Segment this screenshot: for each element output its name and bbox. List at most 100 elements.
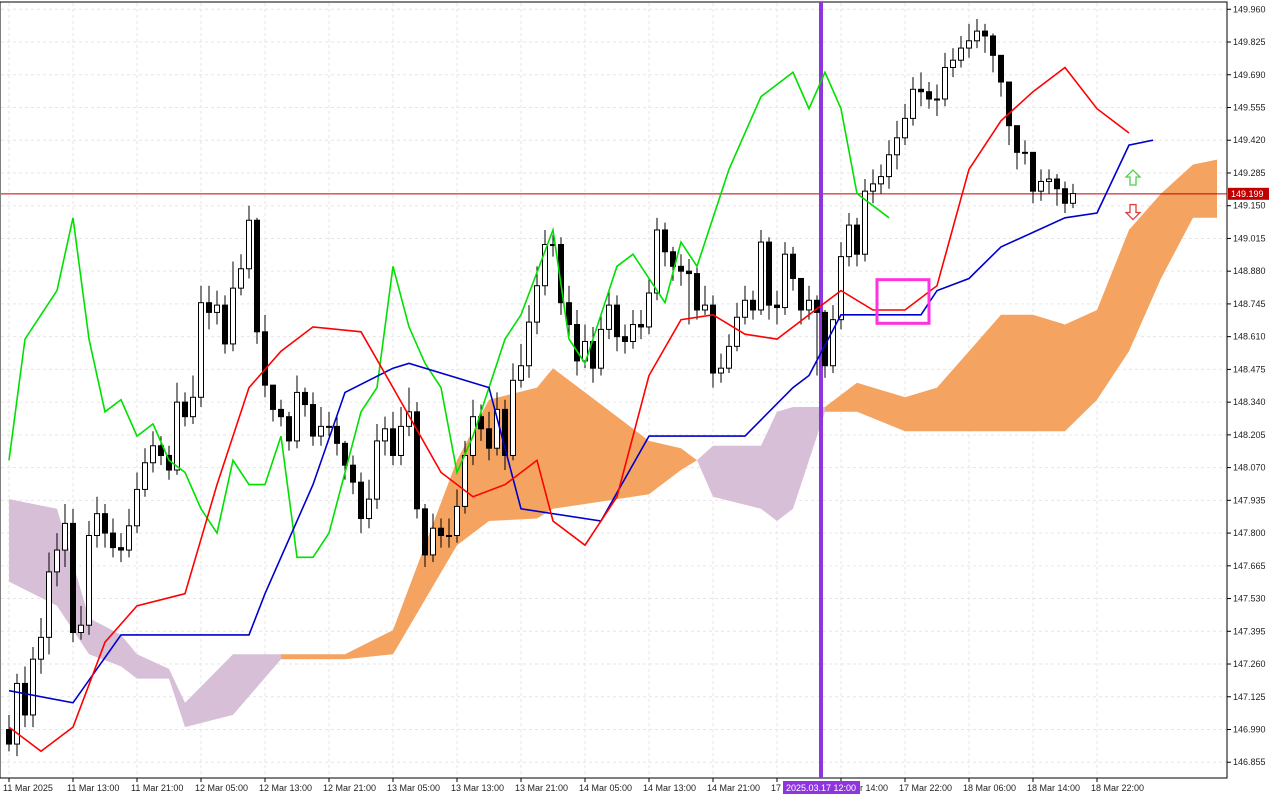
candle[interactable]	[902, 103, 908, 146]
candle[interactable]	[318, 406, 324, 446]
candle[interactable]	[86, 520, 92, 635]
candle[interactable]	[622, 324, 628, 354]
candle[interactable]	[286, 411, 292, 451]
candle[interactable]	[574, 309, 580, 376]
candle[interactable]	[102, 503, 108, 548]
candle[interactable]	[662, 222, 668, 267]
candle[interactable]	[510, 363, 516, 461]
candle[interactable]	[246, 205, 252, 279]
candle[interactable]	[910, 77, 916, 126]
candle[interactable]	[14, 673, 20, 757]
candle[interactable]	[702, 285, 708, 315]
candle[interactable]	[190, 375, 196, 424]
candle[interactable]	[150, 431, 156, 473]
candle[interactable]	[38, 617, 44, 674]
candle[interactable]	[134, 472, 140, 534]
candle[interactable]	[30, 647, 36, 728]
candle[interactable]	[350, 455, 356, 495]
candle[interactable]	[638, 309, 644, 340]
candle[interactable]	[710, 295, 716, 388]
candle[interactable]	[990, 33, 996, 73]
candle[interactable]	[846, 212, 852, 267]
candle[interactable]	[1046, 169, 1052, 194]
candle[interactable]	[854, 217, 860, 267]
candle[interactable]	[374, 423, 380, 509]
candle[interactable]	[238, 254, 244, 296]
candle[interactable]	[1054, 174, 1060, 206]
candle[interactable]	[966, 23, 972, 58]
candle[interactable]	[646, 278, 652, 335]
candle[interactable]	[230, 261, 236, 352]
candle[interactable]	[366, 479, 372, 529]
candle[interactable]	[918, 72, 924, 107]
candle[interactable]	[94, 496, 100, 548]
candle[interactable]	[782, 242, 788, 315]
candle[interactable]	[974, 18, 980, 49]
candle[interactable]	[214, 290, 220, 325]
candle[interactable]	[718, 353, 724, 383]
candle[interactable]	[302, 387, 308, 417]
candle[interactable]	[486, 411, 492, 461]
candle[interactable]	[502, 399, 508, 471]
candle[interactable]	[1022, 140, 1028, 165]
candle[interactable]	[542, 229, 548, 296]
candle[interactable]	[446, 518, 452, 548]
candle[interactable]	[270, 384, 276, 422]
candle[interactable]	[454, 489, 460, 543]
candle[interactable]	[1014, 125, 1020, 170]
candle[interactable]	[678, 254, 684, 286]
candle[interactable]	[198, 285, 204, 407]
candle[interactable]	[126, 508, 132, 558]
candle[interactable]	[110, 518, 116, 558]
candle[interactable]	[694, 266, 700, 320]
candle[interactable]	[934, 84, 940, 116]
candle[interactable]	[654, 217, 660, 301]
candle[interactable]	[262, 314, 268, 398]
candle[interactable]	[598, 314, 604, 376]
candle[interactable]	[982, 23, 988, 53]
candle[interactable]	[790, 246, 796, 291]
candle[interactable]	[942, 52, 948, 107]
candle[interactable]	[326, 411, 332, 437]
candle[interactable]	[70, 508, 76, 643]
candle[interactable]	[174, 382, 180, 475]
candle[interactable]	[558, 237, 564, 315]
candle[interactable]	[686, 259, 692, 325]
candle[interactable]	[1070, 183, 1076, 209]
candle[interactable]	[606, 290, 612, 340]
candle[interactable]	[254, 217, 260, 344]
candle[interactable]	[862, 179, 868, 262]
candle[interactable]	[886, 140, 892, 189]
candle[interactable]	[742, 285, 748, 325]
candle[interactable]	[774, 290, 780, 325]
candle[interactable]	[422, 503, 428, 568]
candle[interactable]	[78, 605, 84, 640]
candle[interactable]	[382, 416, 388, 456]
candle[interactable]	[414, 402, 420, 519]
candle[interactable]	[878, 164, 884, 194]
candle[interactable]	[566, 285, 572, 340]
candle[interactable]	[1030, 151, 1036, 204]
candle[interactable]	[430, 513, 436, 563]
candle[interactable]	[750, 290, 756, 320]
candle[interactable]	[54, 533, 60, 587]
candle[interactable]	[46, 552, 52, 655]
candle[interactable]	[22, 666, 28, 728]
candle[interactable]	[6, 714, 12, 752]
candle[interactable]	[182, 392, 188, 427]
candle[interactable]	[1038, 169, 1044, 201]
candle[interactable]	[630, 309, 636, 349]
candle[interactable]	[518, 343, 524, 388]
candle[interactable]	[958, 35, 964, 68]
candle[interactable]	[142, 448, 148, 497]
candle[interactable]	[534, 266, 540, 335]
candle[interactable]	[310, 392, 316, 446]
candle[interactable]	[950, 48, 956, 78]
highlight-box[interactable]	[875, 278, 931, 325]
candle[interactable]	[1062, 181, 1068, 213]
candle[interactable]	[998, 54, 1004, 97]
candle[interactable]	[390, 411, 396, 466]
candle[interactable]	[118, 533, 124, 563]
candle[interactable]	[798, 277, 804, 325]
